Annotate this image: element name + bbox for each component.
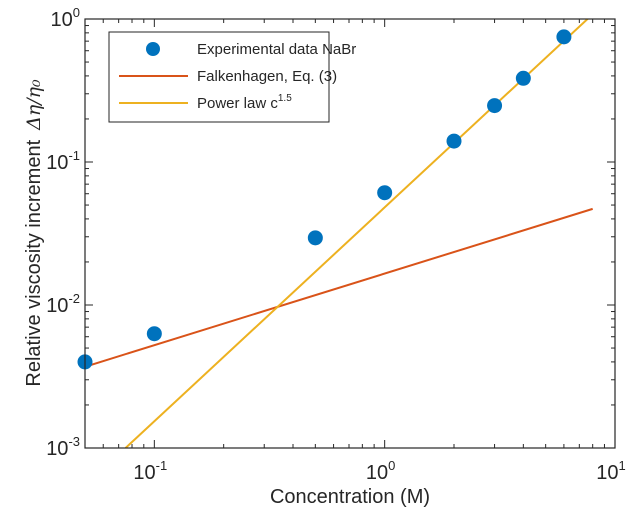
legend-box bbox=[108, 31, 330, 123]
data-point bbox=[515, 70, 531, 86]
y-axis-title-symbol: Δη/η₀ bbox=[23, 79, 45, 131]
series-points bbox=[77, 29, 572, 370]
series-lines bbox=[85, 19, 593, 448]
y-tick-label: 100 bbox=[51, 5, 80, 31]
x-axis-title: Concentration (M) bbox=[270, 486, 430, 508]
x-tick-label: 100 bbox=[366, 458, 395, 484]
x-tick-label: 10-1 bbox=[133, 458, 167, 484]
y-axis-title-text: Relative viscosity increment bbox=[23, 139, 45, 386]
legend: Experimental data NaBr Falkenhagen, Eq. … bbox=[108, 31, 356, 123]
legend-label-power-law-exponent: 1.5 bbox=[278, 93, 292, 104]
y-axis-title: Relative viscosity increment Δη/η₀ bbox=[23, 79, 45, 387]
data-point bbox=[146, 326, 162, 342]
y-tick-label: 10-1 bbox=[46, 148, 80, 174]
plot-frame bbox=[84, 18, 616, 449]
data-point bbox=[446, 133, 462, 149]
y-tick-label: 10-2 bbox=[46, 291, 80, 317]
ticks bbox=[84, 18, 616, 449]
data-point bbox=[487, 98, 503, 114]
legend-label-power-law-base: Power law c bbox=[197, 95, 278, 112]
legend-label-experimental: Experimental data NaBr bbox=[197, 41, 356, 58]
x-tick-label: 101 bbox=[596, 458, 625, 484]
data-point bbox=[556, 29, 572, 45]
legend-label-falkenhagen: Falkenhagen, Eq. (3) bbox=[197, 68, 337, 85]
legend-marker-experimental bbox=[146, 42, 160, 56]
series-line-2 bbox=[124, 19, 590, 448]
series-line-1 bbox=[85, 207, 593, 368]
tick-labels: 10-1 100 101 10-3 10-2 10-1 100 bbox=[46, 5, 626, 484]
data-point bbox=[307, 230, 323, 246]
data-point bbox=[377, 185, 393, 201]
legend-label-power-law: Power law c1.5 bbox=[197, 93, 292, 112]
y-tick-label: 10-3 bbox=[46, 434, 80, 460]
svg-text:Relative viscosity incrementΔη: Relative viscosity increment Δη/η₀ bbox=[23, 79, 45, 387]
